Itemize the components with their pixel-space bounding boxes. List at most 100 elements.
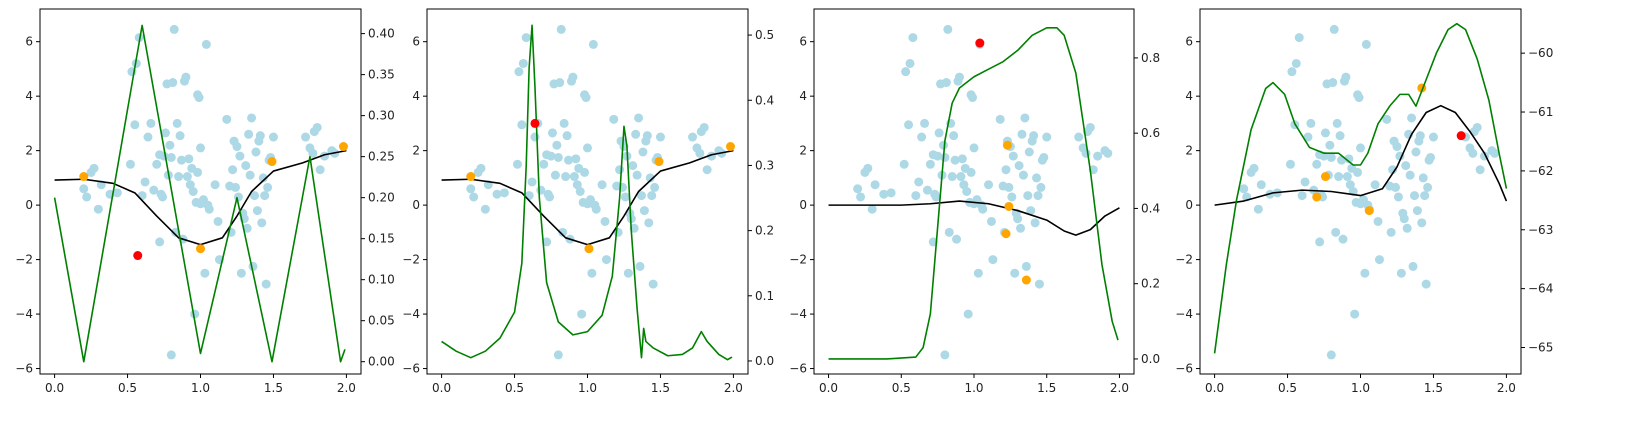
plot-data [53, 24, 348, 363]
scatter-point [257, 218, 267, 228]
scatter-point [1468, 148, 1478, 158]
x-tick-label: 0.0 [432, 381, 451, 395]
scatter-point [1490, 148, 1500, 158]
scatter-point [194, 93, 204, 103]
x-tick-label: 1.0 [578, 381, 597, 395]
scatter-point [252, 206, 262, 216]
scatter-point [1024, 147, 1034, 157]
scatter-point [931, 192, 941, 202]
scatter-point [499, 188, 509, 198]
scatter-point [542, 237, 552, 247]
scatter-point [1361, 39, 1371, 49]
y2-tick-label: 0.0 [755, 354, 774, 368]
scatter-point [1001, 165, 1011, 175]
scatter-point [553, 152, 563, 162]
scatter-point [512, 159, 522, 169]
scatter-point [644, 218, 654, 228]
scatter-point [1287, 67, 1297, 77]
scatter-point [545, 192, 555, 202]
y2-tick-label: 0.0 [1141, 352, 1160, 366]
scatter-point [236, 268, 246, 278]
scatter-point [600, 216, 610, 226]
scatter-point [125, 159, 135, 169]
x-tick-label: 1.5 [1424, 381, 1443, 395]
scatter-point [82, 192, 92, 202]
scatter-point [588, 39, 598, 49]
scatter-point [260, 191, 270, 201]
scatter-point [247, 113, 257, 123]
scatter-point [702, 165, 712, 175]
orange-point [654, 157, 664, 167]
scatter-point [870, 180, 880, 190]
scatter-point [635, 261, 645, 271]
scatter-point [650, 182, 660, 192]
scatter-point [645, 173, 655, 183]
orange-point [338, 142, 348, 152]
scatter-point [1412, 206, 1422, 216]
orange-point [1312, 192, 1322, 202]
scatter-point [853, 184, 863, 194]
y-tick-label: 2 [1185, 144, 1193, 158]
y2-tick-label: 0.2 [755, 224, 774, 238]
y-tick-label: 0 [1185, 198, 1193, 212]
scatter-point [182, 172, 192, 182]
scatter-point [623, 268, 633, 278]
scatter-point [1007, 192, 1017, 202]
scatter-point [572, 180, 582, 190]
x-tick-label: 1.0 [191, 381, 210, 395]
scatter-point [969, 143, 979, 153]
scatter-point [169, 24, 179, 34]
scatter-point [249, 191, 259, 201]
scatter-point [492, 189, 502, 199]
scatter-point [917, 132, 927, 142]
scatter-point [634, 113, 644, 123]
scatter-point [1350, 309, 1360, 319]
scatter-point [962, 187, 972, 196]
scatter-point [922, 185, 932, 195]
black-line [1214, 104, 1508, 206]
orange-point [466, 172, 476, 182]
y2-tick-label: −60 [1528, 46, 1553, 60]
scatter-point [552, 140, 562, 150]
scatter-point [1338, 234, 1348, 244]
scatter-point [1036, 182, 1046, 192]
scatter-point [1029, 131, 1039, 141]
scatter-point [1326, 350, 1336, 360]
scatter-point [562, 131, 572, 141]
y2-tick-label: 0.8 [1141, 51, 1160, 65]
x-tick-label: 2.0 [1110, 381, 1129, 395]
orange-point [1001, 229, 1011, 239]
scatter-point [263, 182, 273, 192]
scatter-point [984, 180, 994, 190]
scatter-point [952, 234, 962, 244]
y-tick-label: −4 [789, 307, 807, 321]
scatter-point [564, 155, 574, 165]
scatter-point [941, 78, 951, 88]
scatter-point [524, 191, 534, 201]
scatter-point [137, 191, 147, 201]
scatter-point [1253, 204, 1263, 214]
scatter-point [1014, 161, 1024, 171]
scatter-point [301, 132, 311, 142]
x-tick-label: 0.0 [45, 381, 64, 395]
y-tick-label: 6 [1185, 35, 1193, 49]
y-tick-label: 2 [799, 144, 807, 158]
scatter-point [1103, 148, 1113, 158]
scatter-point [571, 154, 581, 164]
scatter-point [312, 122, 322, 132]
scatter-point [152, 159, 162, 169]
y2-tick-label: 0.4 [755, 93, 774, 107]
y-tick-label: 4 [1185, 89, 1193, 103]
scatter-point [514, 67, 524, 77]
scatter-point [1042, 132, 1052, 142]
scatter-point [1360, 268, 1370, 278]
scatter-point [934, 128, 944, 138]
scatter-point [539, 159, 549, 169]
scatter-point [1391, 182, 1401, 192]
scatter-point [628, 161, 638, 171]
scatter-point [949, 131, 959, 141]
scatter-point [1428, 132, 1438, 142]
scatter-point [165, 140, 175, 150]
scatter-point [1332, 118, 1342, 128]
scatter-point [1039, 152, 1049, 162]
